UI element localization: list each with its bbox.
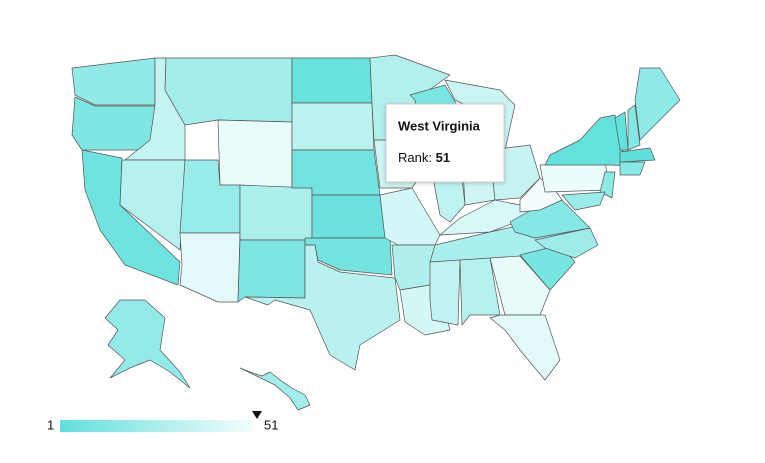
state [459,257,501,326]
state [619,161,646,176]
tooltip-label: Rank: 51 [398,150,450,165]
state [71,57,156,106]
state [561,191,606,211]
state [291,102,375,151]
state [217,119,293,189]
state [119,159,186,251]
color-scale [60,420,252,432]
scale-max: 51 [264,417,278,432]
states [71,54,681,411]
state [164,57,293,126]
state [634,67,681,141]
state [379,187,441,246]
scale-marker [252,411,262,419]
tooltip-title: West Virginia [398,118,481,133]
state [291,149,381,196]
state [239,367,311,411]
tooltip-box [385,103,505,183]
state [391,244,436,291]
state [489,255,551,316]
state [179,232,241,303]
tooltip: West Virginia Rank: 51 [385,103,505,183]
state [519,177,563,213]
state [627,104,641,151]
state [239,184,313,241]
state [489,314,561,381]
state [104,299,191,389]
tooltip-value: 51 [436,150,450,165]
state [237,239,306,303]
tooltip-label-text: Rank: [398,150,432,165]
scale-min: 1 [47,417,54,432]
state [599,171,616,199]
state [619,147,656,163]
state [539,161,611,193]
state [291,57,373,104]
state [311,194,386,239]
state [429,259,461,326]
state [244,244,401,371]
